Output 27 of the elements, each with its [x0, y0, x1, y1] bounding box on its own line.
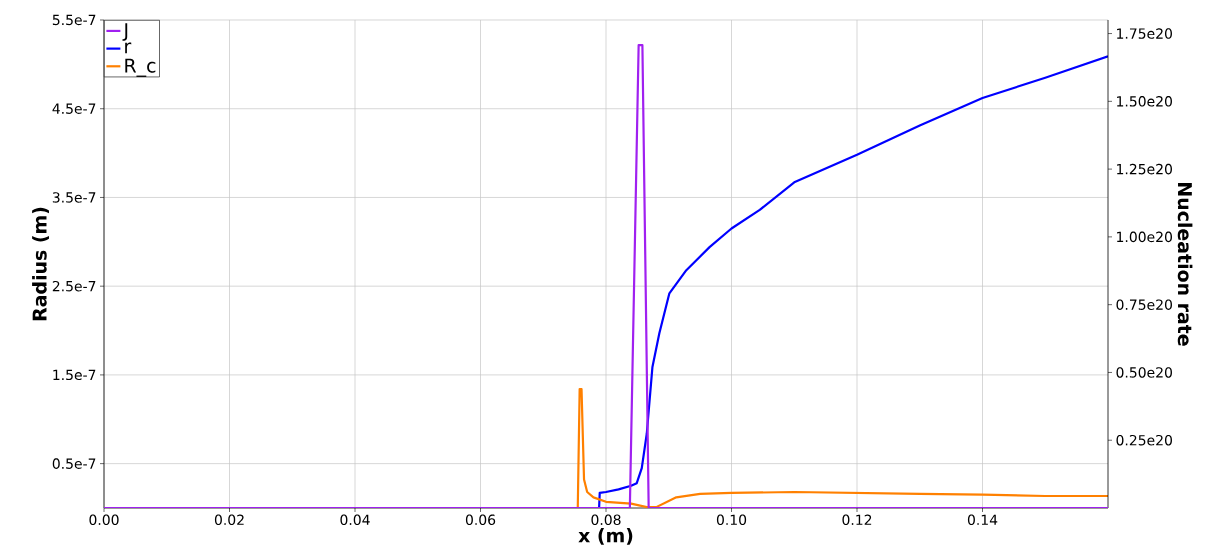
- x-tick-label: 0.02: [214, 514, 244, 526]
- x-tick-label: 0.10: [716, 514, 747, 526]
- legend-label: R_c: [125, 58, 156, 77]
- y-tick-label: 3.5e-7: [52, 192, 96, 203]
- y2-tick-label: 0.25e20: [1116, 434, 1172, 446]
- y2-tick-label: 1.25e20: [1117, 163, 1172, 175]
- y2-tick-label: 1.75e20: [1117, 28, 1172, 39]
- y-tick-label: 4.5e-7: [52, 103, 96, 114]
- x-tick-label: 0.04: [340, 514, 370, 526]
- x-tick-label: 0.00: [89, 514, 119, 526]
- x-tick-label: 0.08: [591, 514, 621, 526]
- y-tick-label: 2.5e-7: [52, 280, 96, 292]
- y-tick-label: 1.5e-7: [53, 369, 96, 381]
- x-tick-label: 0.06: [465, 514, 496, 526]
- y-tick-label: 0.5e-7: [52, 458, 96, 469]
- y2-tick-label: 0.50e20: [1116, 367, 1172, 378]
- y2-tick-label: 0.75e20: [1116, 299, 1172, 310]
- x-tick-label: 0.14: [967, 514, 998, 526]
- x-axis-title: x (m): [578, 527, 633, 545]
- y-tick-label: 5.5e-7: [52, 14, 96, 26]
- y2-axis-title: Nucleation rate: [1177, 183, 1193, 346]
- y2-tick-label: 1.50e20: [1117, 96, 1172, 107]
- y2-tick-label: 1.00e20: [1117, 231, 1172, 243]
- x-tick-label: 0.12: [842, 514, 872, 526]
- y-axis-title: Radius (m): [32, 207, 49, 321]
- legend-label: J: [122, 23, 128, 41]
- legend-label: r: [125, 42, 132, 54]
